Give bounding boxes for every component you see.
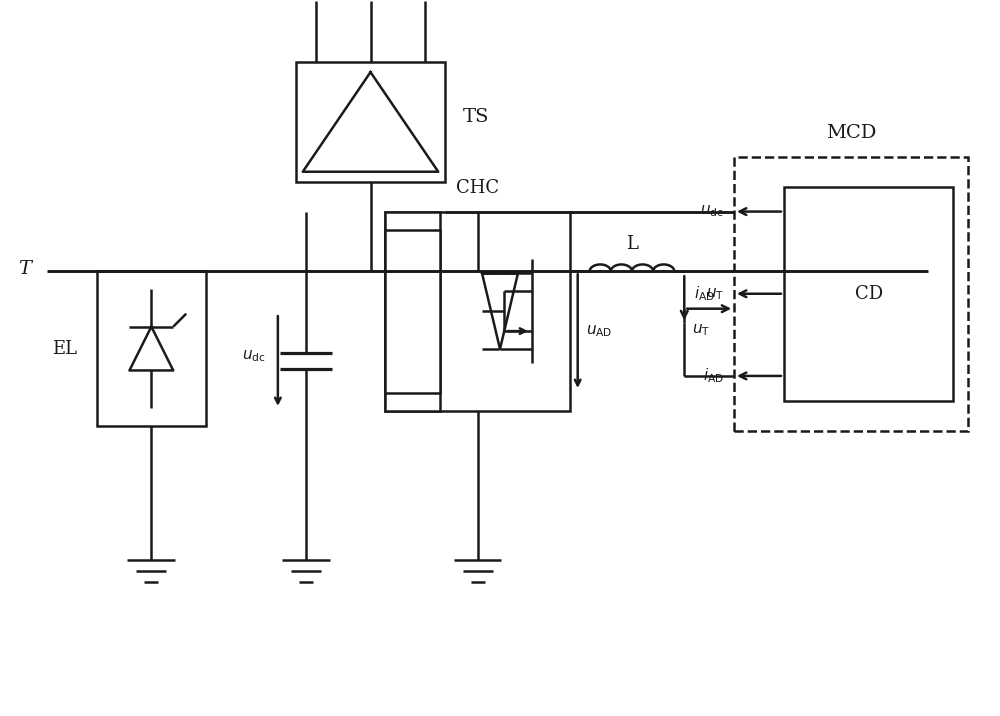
- Bar: [385, 211, 570, 411]
- Text: T: T: [18, 261, 31, 279]
- Text: $u_{\rm dc}$: $u_{\rm dc}$: [700, 204, 724, 219]
- Text: $u_{\rm AD}$: $u_{\rm AD}$: [586, 323, 612, 339]
- Text: $u_{\rm T}$: $u_{\rm T}$: [692, 323, 710, 339]
- Bar: [734, 157, 968, 431]
- Bar: [385, 211, 440, 411]
- Bar: [296, 62, 445, 182]
- Text: $i_{\rm AD}$: $i_{\rm AD}$: [703, 367, 724, 385]
- Text: $u_{\rm dc}$: $u_{\rm dc}$: [242, 348, 266, 364]
- Text: L: L: [626, 235, 638, 253]
- Text: EL: EL: [52, 339, 77, 357]
- Bar: [385, 230, 440, 393]
- Text: TS: TS: [463, 108, 490, 126]
- Text: MCD: MCD: [826, 124, 876, 142]
- Text: $i_{\rm AD}$: $i_{\rm AD}$: [694, 284, 715, 303]
- Bar: [97, 271, 206, 426]
- Text: $u_{\rm T}$: $u_{\rm T}$: [706, 286, 724, 301]
- Text: CHC: CHC: [456, 178, 499, 197]
- Text: CD: CD: [855, 285, 883, 303]
- Bar: [784, 187, 953, 401]
